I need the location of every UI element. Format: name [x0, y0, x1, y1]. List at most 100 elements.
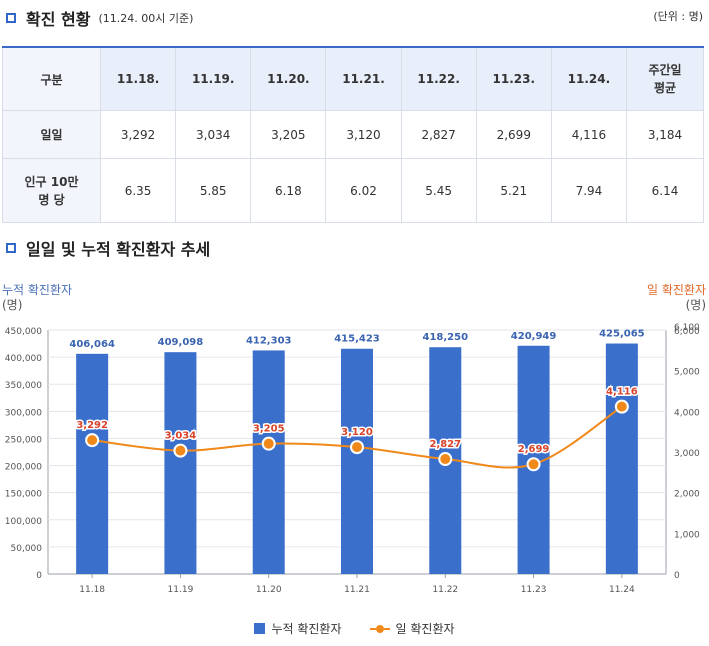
- line-value-label: 2,699: [518, 444, 550, 455]
- bar-value-label: 406,064: [69, 339, 115, 350]
- line-value-label: 3,120: [341, 427, 373, 438]
- line-value-label: 2,827: [429, 439, 461, 450]
- table-header-cell: 11.19.: [175, 46, 252, 111]
- status-table: 구분 11.18. 11.19. 11.20. 11.21. 11.22. 11…: [2, 46, 704, 223]
- table-header-row: 구분 11.18. 11.19. 11.20. 11.21. 11.22. 11…: [2, 46, 704, 111]
- left-tick-label: 250,000: [5, 435, 42, 445]
- table-cell: 6.35: [99, 158, 177, 223]
- right-tick-label: 2,000: [674, 490, 700, 500]
- unit-label: (단위 : 명): [653, 10, 703, 23]
- right-tick-label: 0: [674, 571, 680, 581]
- right-tick-label: 4,000: [674, 408, 700, 418]
- table-cell: 5.21: [475, 158, 552, 223]
- section-header-trend: 일일 및 누적 확진환자 추세: [6, 236, 210, 260]
- bar-value-label: 425,065: [599, 329, 645, 340]
- section-title: 일일 및 누적 확진환자 추세: [26, 240, 211, 259]
- legend-bar-swatch: [254, 623, 266, 634]
- table-cell: 2,699: [475, 110, 552, 159]
- right-tick-label: 5,000: [674, 368, 700, 378]
- row-label-line2: 명 당: [38, 192, 65, 207]
- table-header-cell: 11.24.: [550, 46, 628, 111]
- left-tick-label: 300,000: [5, 408, 42, 418]
- bar-value-label: 409,098: [158, 337, 204, 348]
- line-value-label: 4,116: [606, 387, 638, 398]
- left-tick-label: 150,000: [5, 490, 42, 500]
- line-point-daily: [438, 452, 453, 467]
- line-value-label: 3,034: [165, 431, 197, 442]
- right-tick-label: 6,100: [674, 323, 700, 333]
- left-tick-label: 350,000: [5, 381, 42, 391]
- bar-value-label: 412,303: [246, 335, 292, 346]
- table-cell: 4,116: [550, 110, 628, 159]
- section-note: (11.24. 00시 기준): [98, 12, 194, 25]
- table-row: 인구 10만 명 당 6.35 5.85 6.18 6.02 5.45 5.21 …: [2, 158, 704, 223]
- bar-value-label: 418,250: [423, 332, 469, 343]
- table-cell: 6.14: [626, 158, 704, 223]
- row-label-line1: 인구 10만: [24, 174, 79, 189]
- x-tick-label: 11.20: [256, 585, 282, 595]
- table-cell: 7.94: [550, 158, 628, 223]
- line-point-daily: [526, 457, 541, 472]
- avg-header-line1: 주간일: [648, 63, 682, 77]
- legend-label: 누적 확진환자: [271, 622, 342, 636]
- trend-chart: 0 50,000 100,000 150,000 200,000 250,000 300,0…: [2, 283, 706, 595]
- bar-cumulative: [164, 352, 197, 574]
- bar-cumulative: [605, 343, 638, 574]
- x-tick-label: 11.18: [79, 585, 105, 595]
- chart-legend: 누적 확진환자 일 확진환자: [0, 620, 709, 637]
- section-title: 확진 현황: [26, 10, 91, 29]
- legend-item-cumulative: 누적 확진환자: [254, 620, 342, 637]
- line-point-daily: [85, 433, 100, 448]
- x-tick-label: 11.22: [432, 585, 458, 595]
- avg-header-line2: 평균: [653, 81, 677, 95]
- bar-value-label: 415,423: [334, 334, 380, 345]
- table-row: 일일 3,292 3,034 3,205 3,120 2,827 2,699 4…: [2, 110, 704, 159]
- row-label: 일일: [2, 110, 101, 159]
- bar-cumulative: [252, 350, 285, 574]
- right-axis-unit: (명): [686, 298, 706, 312]
- left-axis-unit: (명): [2, 298, 22, 312]
- x-tick-label: 11.23: [521, 585, 547, 595]
- left-axis-title: 누적 확진환자: [2, 283, 72, 297]
- left-tick-label: 0: [36, 571, 42, 581]
- bar-cumulative: [76, 353, 109, 574]
- table-header-cell: 11.23.: [475, 46, 552, 111]
- table-header-cell: 11.20.: [250, 46, 327, 111]
- line-value-label: 3,292: [76, 420, 108, 431]
- table-cell: 6.02: [325, 158, 402, 223]
- left-tick-label: 100,000: [5, 517, 42, 527]
- line-point-daily: [261, 436, 276, 451]
- left-tick-label: 50,000: [11, 544, 43, 554]
- right-tick-label: 6,000: [674, 327, 700, 337]
- right-axis-title: 일 확진환자: [647, 283, 706, 297]
- section-square-icon: [6, 243, 16, 253]
- legend-item-daily: 일 확진환자: [369, 620, 455, 637]
- left-tick-label: 400,000: [5, 354, 42, 364]
- left-tick-label: 200,000: [5, 463, 42, 473]
- table-cell: 3,292: [99, 110, 177, 159]
- section-square-icon: [6, 13, 16, 23]
- right-tick-label: 1,000: [674, 530, 700, 540]
- line-value-label: 3,205: [253, 424, 285, 435]
- table-cell: 3,034: [175, 110, 252, 159]
- table-header-cell: 11.18.: [99, 46, 177, 111]
- x-tick-label: 11.21: [344, 585, 370, 595]
- table-header-cell: 구분: [2, 46, 101, 111]
- table-cell: 3,184: [626, 110, 704, 159]
- legend-label: 일 확진환자: [395, 622, 455, 636]
- table-cell: 3,205: [250, 110, 327, 159]
- table-cell: 5.45: [400, 158, 477, 223]
- table-cell: 2,827: [400, 110, 477, 159]
- line-point-daily: [173, 443, 188, 458]
- x-tick-label: 11.24: [609, 585, 635, 595]
- x-tick-label: 11.19: [168, 585, 194, 595]
- table-header-cell: 11.22.: [400, 46, 477, 111]
- bar-value-label: 420,949: [511, 331, 557, 342]
- table-cell: 6.18: [250, 158, 327, 223]
- table-header-cell: 11.21.: [325, 46, 402, 111]
- line-point-daily: [350, 440, 364, 455]
- right-tick-label: 3,000: [674, 449, 700, 459]
- bar-cumulative: [341, 348, 373, 574]
